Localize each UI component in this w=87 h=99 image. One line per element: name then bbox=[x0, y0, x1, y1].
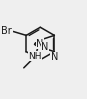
Text: Br: Br bbox=[1, 26, 12, 36]
Text: N: N bbox=[41, 42, 49, 52]
Text: N: N bbox=[51, 52, 58, 62]
Text: NH: NH bbox=[29, 52, 42, 61]
Text: N: N bbox=[36, 39, 43, 49]
